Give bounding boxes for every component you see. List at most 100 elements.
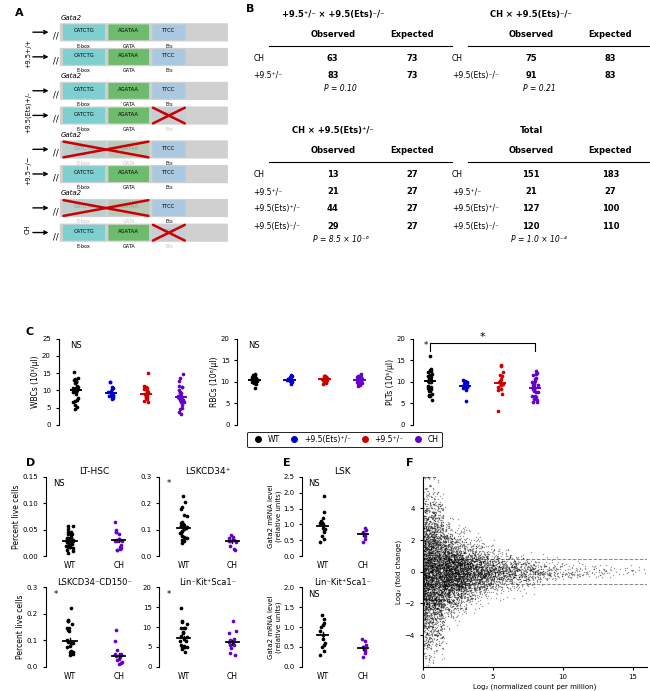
Point bbox=[456, 565, 466, 576]
Point bbox=[423, 571, 434, 582]
Point bbox=[438, 521, 448, 532]
Point bbox=[419, 592, 430, 603]
Point bbox=[529, 377, 539, 388]
Point bbox=[443, 578, 454, 589]
Point bbox=[425, 597, 436, 608]
Point bbox=[66, 539, 77, 550]
Point bbox=[434, 636, 444, 647]
Point bbox=[449, 563, 460, 574]
Point bbox=[466, 563, 476, 574]
Point bbox=[451, 556, 462, 567]
Point bbox=[476, 564, 487, 575]
Point bbox=[476, 586, 486, 597]
Point bbox=[419, 576, 430, 587]
Point bbox=[421, 550, 431, 561]
Point bbox=[443, 573, 454, 584]
Point bbox=[443, 553, 453, 565]
Point bbox=[454, 558, 464, 569]
Point bbox=[423, 493, 434, 504]
Point bbox=[423, 607, 434, 618]
Point bbox=[225, 639, 235, 650]
Point bbox=[434, 604, 445, 615]
Point bbox=[443, 610, 453, 621]
Point bbox=[421, 590, 431, 601]
Point bbox=[428, 533, 439, 545]
Point bbox=[531, 564, 541, 575]
Point bbox=[448, 573, 459, 584]
Point bbox=[491, 556, 501, 567]
Point bbox=[423, 578, 434, 589]
Point bbox=[439, 592, 449, 603]
Point bbox=[417, 577, 428, 588]
Point bbox=[438, 536, 448, 547]
Point bbox=[422, 587, 432, 598]
Point bbox=[432, 550, 442, 561]
Point bbox=[430, 594, 440, 605]
Point bbox=[440, 537, 450, 548]
Point bbox=[433, 520, 443, 531]
Point bbox=[462, 558, 473, 569]
Point bbox=[465, 565, 476, 576]
Point bbox=[434, 571, 445, 583]
Point bbox=[481, 558, 491, 569]
Point bbox=[510, 562, 520, 573]
Point bbox=[449, 533, 460, 544]
Point bbox=[462, 557, 473, 568]
Point bbox=[469, 569, 480, 580]
Point bbox=[429, 647, 439, 658]
Point bbox=[437, 516, 448, 527]
Point bbox=[471, 542, 482, 553]
Point bbox=[523, 563, 533, 574]
Point bbox=[450, 577, 460, 588]
Text: TTCC: TTCC bbox=[162, 112, 176, 117]
Point bbox=[505, 556, 515, 567]
Point bbox=[462, 575, 472, 586]
Point bbox=[521, 567, 531, 578]
Point bbox=[421, 603, 432, 614]
Point bbox=[117, 656, 127, 668]
Point bbox=[457, 587, 467, 598]
Point bbox=[503, 566, 514, 577]
Point bbox=[430, 593, 440, 604]
Point bbox=[451, 546, 462, 557]
Point bbox=[436, 553, 446, 565]
Point bbox=[421, 571, 432, 583]
Point bbox=[419, 541, 430, 552]
Point bbox=[441, 526, 451, 537]
Point bbox=[476, 565, 487, 576]
Point bbox=[426, 507, 437, 518]
Point bbox=[454, 540, 465, 551]
Point bbox=[419, 591, 430, 602]
Point bbox=[419, 620, 429, 631]
Point bbox=[434, 582, 444, 593]
Point bbox=[492, 567, 502, 578]
Point bbox=[426, 556, 436, 567]
Point bbox=[423, 598, 434, 609]
Point bbox=[423, 565, 434, 576]
Text: +9.5(Ets)⁻/⁻: +9.5(Ets)⁻/⁻ bbox=[452, 222, 499, 231]
Point bbox=[434, 585, 445, 596]
Point bbox=[424, 519, 434, 530]
Point bbox=[441, 530, 451, 541]
Point bbox=[562, 567, 573, 578]
Point bbox=[418, 576, 428, 587]
Point bbox=[461, 540, 471, 551]
Point bbox=[441, 559, 452, 570]
Point bbox=[439, 569, 450, 580]
Point bbox=[427, 585, 437, 596]
Point bbox=[423, 554, 434, 565]
Point bbox=[251, 375, 261, 386]
Point bbox=[424, 571, 434, 582]
Point bbox=[249, 372, 259, 383]
Point bbox=[424, 546, 435, 557]
Point bbox=[360, 647, 370, 659]
Point bbox=[429, 536, 439, 547]
Point bbox=[421, 641, 432, 652]
Point bbox=[434, 559, 444, 570]
Point bbox=[480, 567, 491, 578]
Point bbox=[483, 560, 493, 571]
Point bbox=[499, 571, 510, 582]
Point bbox=[430, 545, 440, 556]
Point bbox=[566, 571, 576, 583]
Point bbox=[441, 571, 452, 583]
